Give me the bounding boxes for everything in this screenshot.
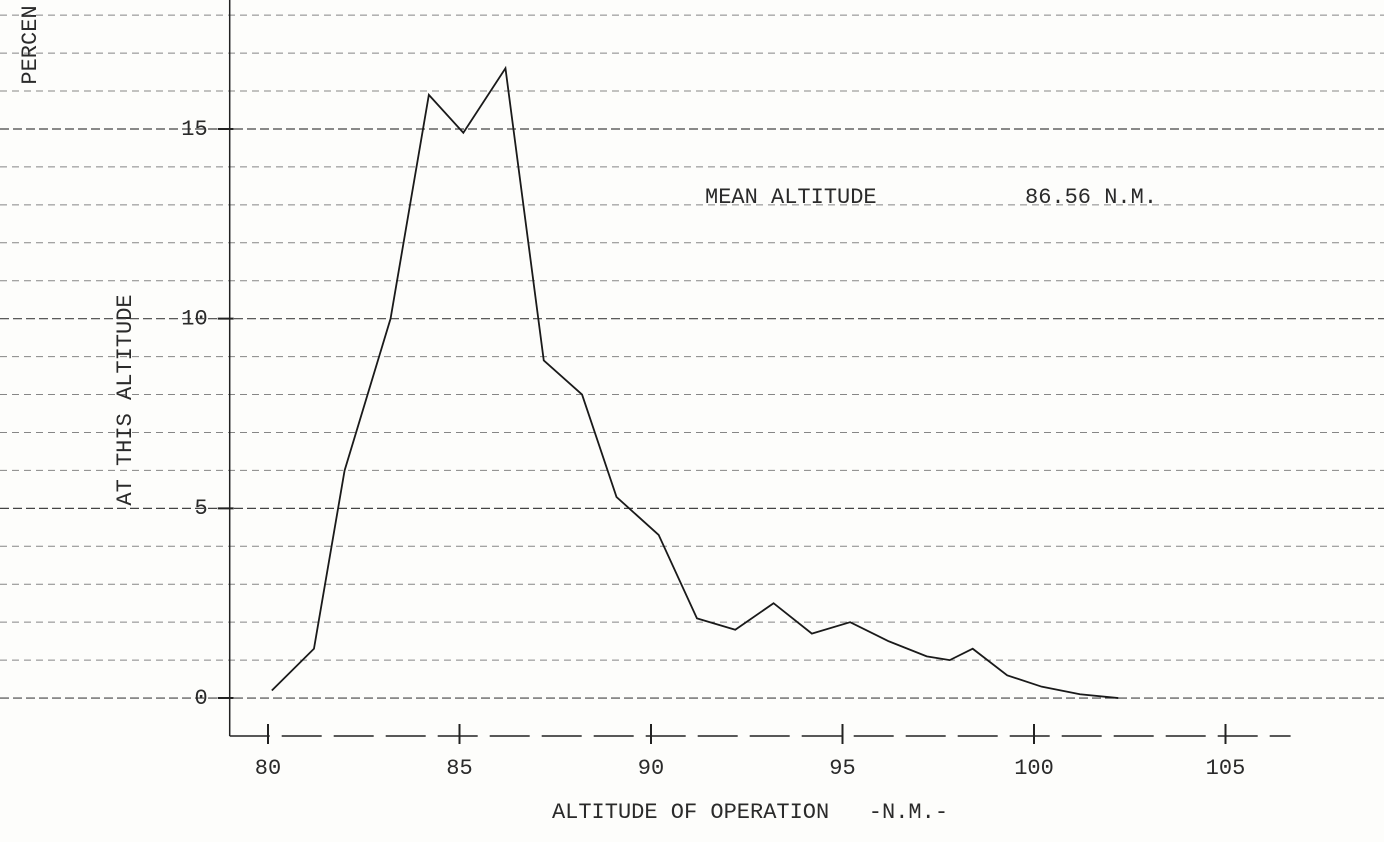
y-tick-label: 15 <box>181 117 207 142</box>
annotation: MEAN ALTITUDE <box>705 185 877 210</box>
y-axis-label: AT THIS ALTITUDE <box>113 294 138 505</box>
x-tick-label: 105 <box>1206 756 1246 781</box>
x-tick-label: 85 <box>446 756 472 781</box>
x-tick-label: 95 <box>829 756 855 781</box>
chart-title: PERCEN <box>18 5 43 84</box>
data-line <box>271 65 1119 699</box>
x-tick-label: 80 <box>255 756 281 781</box>
y-tick-label: 5 <box>194 496 207 521</box>
annotation: 86.56 N.M. <box>1025 185 1157 210</box>
y-tick-label: 10 <box>181 306 207 331</box>
x-axis-label: ALTITUDE OF OPERATION -N.M.- <box>552 800 948 825</box>
y-tick-label: 0 <box>194 686 207 711</box>
x-tick-label: 100 <box>1014 756 1054 781</box>
x-tick-label: 90 <box>638 756 664 781</box>
